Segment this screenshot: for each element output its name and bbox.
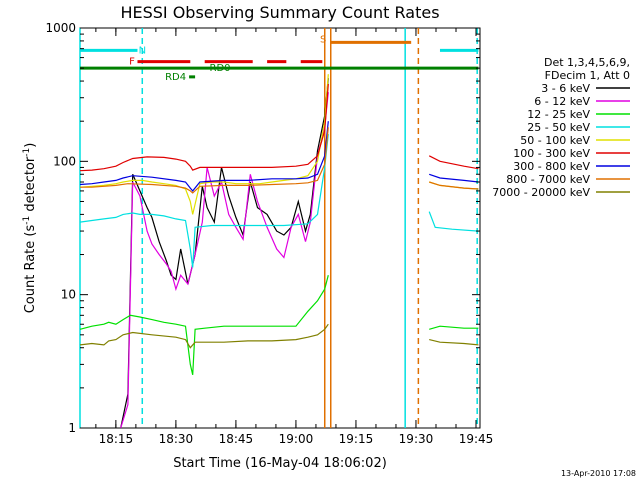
series-line	[79, 323, 329, 349]
flag-bar-label: S	[320, 34, 326, 45]
y-label-end: )	[23, 143, 38, 148]
flag-bar-label: RD4	[165, 72, 186, 83]
x-tick-label: 18:45	[219, 432, 254, 446]
data-series	[79, 74, 479, 429]
series-line	[120, 78, 329, 429]
series-line	[80, 127, 329, 194]
x-tick-label: 19:30	[399, 432, 434, 446]
y-label-sup2: -1	[22, 148, 32, 157]
y-label-main: Count Rate (s	[23, 225, 38, 314]
series-line	[79, 83, 329, 172]
legend-entry-label: 25 - 50 keV	[527, 121, 590, 134]
flag-bar-label: N	[139, 45, 146, 56]
series-line	[120, 92, 329, 429]
series-line	[428, 211, 479, 232]
series-line	[79, 134, 329, 268]
chart-title: HESSI Observing Summary Count Rates	[120, 3, 439, 22]
x-axis-label: Start Time (16-May-04 18:06:02)	[173, 456, 387, 471]
plot-frame	[79, 27, 481, 429]
series-line	[429, 339, 479, 346]
y-axis-label: Count Rate (s-1 detector-1)	[22, 143, 38, 314]
series-line	[79, 121, 329, 192]
vertical-markers	[79, 28, 478, 428]
legend: Det 1,3,4,5,6,9, FDecim 1, Att 0 3 - 6 k…	[492, 56, 630, 199]
footer-date: 13-Apr-2010 17:08	[561, 469, 636, 478]
legend-entry-label: 300 - 800 keV	[513, 160, 590, 173]
y-label-sup1: -1	[22, 216, 32, 225]
flag-bar-label: RD0	[210, 63, 231, 74]
flag-bars: NF S RD0 RD4	[80, 34, 479, 83]
legend-entry-label: 12 - 25 keV	[527, 108, 590, 121]
flag-bar-label: F	[129, 57, 135, 68]
x-tick-label: 18:15	[99, 432, 134, 446]
series-line	[79, 275, 329, 376]
legend-header-1: Det 1,3,4,5,6,9,	[544, 56, 630, 69]
legend-entry-label: 800 - 7000 keV	[506, 173, 590, 186]
y-tick-label: 10	[61, 288, 76, 302]
legend-entry-label: 6 - 12 keV	[534, 95, 590, 108]
legend-header-2: FDecim 1, Att 0	[545, 69, 630, 82]
series-line	[429, 173, 479, 183]
series-line	[428, 155, 479, 170]
legend-entry-label: 3 - 6 keV	[541, 82, 590, 95]
x-tick-label: 18:30	[159, 432, 194, 446]
y-tick-label: 1	[68, 421, 76, 435]
x-tick-label: 19:45	[459, 432, 494, 446]
series-line	[429, 181, 479, 190]
y-tick-label: 100	[53, 154, 76, 168]
legend-entry-label: 7000 - 20000 keV	[492, 186, 590, 199]
y-tick-label: 1000	[45, 21, 76, 35]
x-tick-label: 19:15	[339, 432, 374, 446]
plot-area	[79, 27, 481, 429]
axis-ticks: 1 10 100 1000 18:15 18:30 18:45 19:00 19:15 19:30…	[45, 21, 493, 446]
y-label-mid: detector	[23, 156, 38, 216]
series-line	[429, 325, 479, 330]
legend-entry-label: 50 - 100 keV	[520, 134, 590, 147]
legend-entry-label: 100 - 300 keV	[513, 147, 590, 160]
x-tick-label: 19:00	[279, 432, 314, 446]
